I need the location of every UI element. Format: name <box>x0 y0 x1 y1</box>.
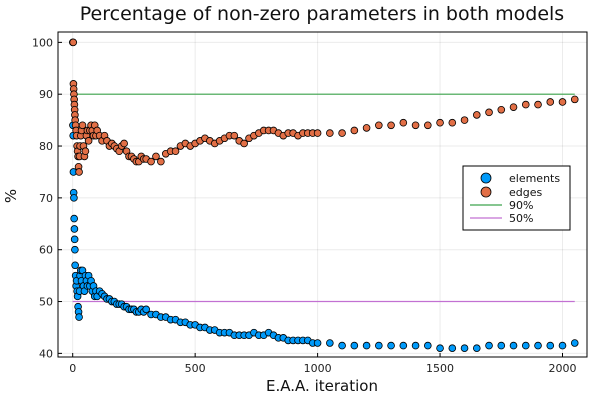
point-edges <box>497 105 506 114</box>
y-tick-label: 90 <box>39 88 53 101</box>
plot-area <box>57 31 588 358</box>
y-tick-label: 80 <box>39 140 53 153</box>
point-edges <box>120 139 128 148</box>
point-elements <box>521 341 530 350</box>
x-tick-label: 0 <box>69 362 76 375</box>
point-elements <box>558 341 567 350</box>
point-elements <box>313 339 322 347</box>
x-tick-label: 1000 <box>304 362 332 375</box>
point-elements <box>70 194 78 202</box>
point-elements <box>411 341 420 350</box>
point-edges <box>326 129 334 137</box>
point-elements <box>424 341 432 350</box>
point-elements <box>399 341 408 350</box>
point-edges <box>171 147 180 156</box>
x-tick-label: 2000 <box>549 362 577 375</box>
x-axis-label: E.A.A. iteration <box>266 377 378 395</box>
point-edges <box>84 137 93 145</box>
point-elements <box>71 245 79 254</box>
point-edges <box>78 121 87 130</box>
legend-label-elements: elements <box>509 172 560 185</box>
chart-title: Percentage of non-zero parameters in bot… <box>80 3 564 25</box>
point-edges <box>546 98 555 106</box>
point-elements <box>142 305 150 314</box>
point-edges <box>375 121 383 130</box>
point-edges <box>313 129 322 137</box>
point-elements <box>436 344 444 352</box>
legend-label-edges: edges <box>509 186 543 199</box>
data-points <box>69 38 579 352</box>
point-edges <box>411 121 420 130</box>
series-edges <box>69 38 579 176</box>
point-edges <box>570 95 579 104</box>
point-elements <box>546 341 555 350</box>
point-edges <box>399 118 408 127</box>
reference-lines <box>72 93 575 303</box>
point-edges <box>485 108 493 117</box>
point-elements <box>472 344 481 352</box>
point-elements <box>71 261 79 270</box>
x-axis-ticks: 0 500 1000 1500 2000 <box>69 353 577 375</box>
legend: elements edges 90% 50% <box>462 165 571 231</box>
point-elements <box>70 235 79 244</box>
point-elements <box>509 341 518 350</box>
y-tick-label: 100 <box>32 36 53 49</box>
point-elements <box>70 225 79 233</box>
x-tick-label: 500 <box>185 362 206 375</box>
point-edges <box>362 124 371 132</box>
point-elements <box>75 313 83 321</box>
point-elements <box>497 341 506 350</box>
point-elements <box>350 341 359 350</box>
point-edges <box>350 126 359 135</box>
point-edges <box>424 121 432 130</box>
point-elements <box>534 341 542 350</box>
point-edges <box>81 147 90 156</box>
point-elements <box>448 344 457 352</box>
point-edges <box>472 111 481 119</box>
point-edges <box>338 129 346 137</box>
point-elements <box>70 214 78 223</box>
y-axis-ticks: 40 50 60 70 80 90 100 <box>32 36 62 360</box>
legend-marker-edges <box>480 186 492 198</box>
point-edges <box>147 157 155 166</box>
point-elements <box>387 341 395 350</box>
point-edges <box>69 38 77 47</box>
point-edges <box>152 152 160 161</box>
point-elements <box>362 341 371 350</box>
point-edges <box>387 121 395 130</box>
point-elements <box>375 341 383 350</box>
y-tick-label: 60 <box>39 244 53 257</box>
point-edges <box>240 139 248 148</box>
point-elements <box>338 341 346 350</box>
point-edges <box>509 103 518 111</box>
point-edges <box>448 118 457 127</box>
point-elements <box>326 339 334 347</box>
point-edges <box>558 98 567 106</box>
point-edges <box>75 168 83 176</box>
point-edges <box>534 100 542 109</box>
y-tick-label: 40 <box>39 347 53 360</box>
point-edges <box>157 157 165 166</box>
legend-label-90: 90% <box>509 199 533 212</box>
y-tick-label: 50 <box>39 296 53 309</box>
point-edges <box>460 116 469 124</box>
point-elements <box>570 339 579 347</box>
y-tick-label: 70 <box>39 192 53 205</box>
y-axis-label: % <box>2 189 20 203</box>
x-tick-label: 1500 <box>426 362 454 375</box>
point-edges <box>230 131 239 140</box>
point-edges <box>521 100 530 109</box>
point-edges <box>436 118 444 127</box>
point-elements <box>460 344 469 352</box>
point-elements <box>485 341 493 350</box>
legend-marker-elements <box>480 172 492 184</box>
legend-label-50: 50% <box>509 212 533 225</box>
